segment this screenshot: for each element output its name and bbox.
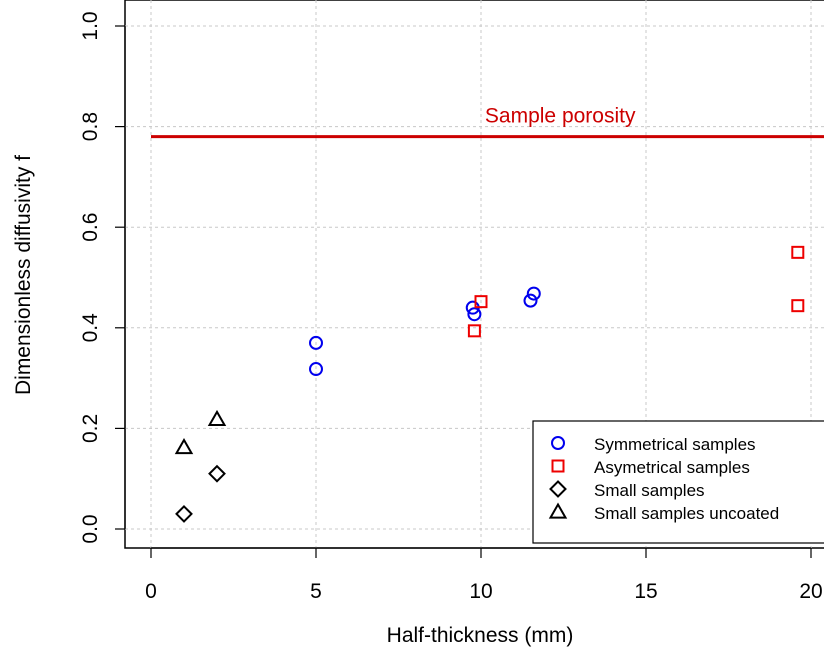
data-point-series-3 xyxy=(175,504,193,523)
data-point-series-2 xyxy=(467,324,481,338)
x-tick-label: 0 xyxy=(145,580,157,603)
data-point-series-2 xyxy=(474,295,488,309)
y-tick-label: 0.8 xyxy=(79,112,102,141)
x-axis-label: Half-thickness (mm) xyxy=(387,624,574,647)
legend-label-4: Small samples uncoated xyxy=(594,504,779,523)
y-tick-label: 1.0 xyxy=(79,11,102,40)
legend-marker-4 xyxy=(548,502,568,519)
y-tick-label: 0.0 xyxy=(79,514,102,543)
legend-label-1: Symmetrical samples xyxy=(594,435,756,454)
x-tick-label: 10 xyxy=(469,580,492,603)
data-point-series-1 xyxy=(309,362,323,377)
x-axis: 0 5 10 15 20 xyxy=(145,547,823,603)
data-point-series-4 xyxy=(174,437,194,455)
x-tick-label: 15 xyxy=(634,580,657,603)
sample-porosity-label: Sample porosity xyxy=(485,105,636,128)
data-point-series-1 xyxy=(523,293,538,308)
data-point-series-1 xyxy=(309,335,323,350)
y-tick-label: 0.2 xyxy=(79,414,102,443)
data-point-series-2 xyxy=(791,299,805,313)
data-point-series-1 xyxy=(467,307,482,322)
y-axis-label: Dimensionless diffusivity f xyxy=(12,155,35,395)
legend-box xyxy=(532,420,824,544)
legend: Symmetrical samples Asymetrical samples Sm… xyxy=(532,420,824,544)
data-point-series-3 xyxy=(208,464,226,483)
x-tick-label: 20 xyxy=(799,580,822,603)
data-point-series-2 xyxy=(791,245,805,259)
y-tick-label: 0.6 xyxy=(79,213,102,242)
legend-label-3: Small samples xyxy=(594,481,705,500)
y-axis: 0.0 0.2 0.4 0.6 0.8 1.0 xyxy=(79,11,126,544)
y-tick-label: 0.4 xyxy=(79,313,102,343)
data-points xyxy=(174,245,805,523)
legend-marker-3 xyxy=(549,480,567,498)
data-point-series-4 xyxy=(207,409,227,426)
legend-marker-2 xyxy=(551,459,565,473)
reference-line-group: Sample porosity xyxy=(151,105,824,139)
legend-label-2: Asymetrical samples xyxy=(594,458,750,477)
x-tick-label: 5 xyxy=(310,580,322,603)
data-point-series-1 xyxy=(526,286,541,301)
legend-marker-1 xyxy=(551,436,565,450)
